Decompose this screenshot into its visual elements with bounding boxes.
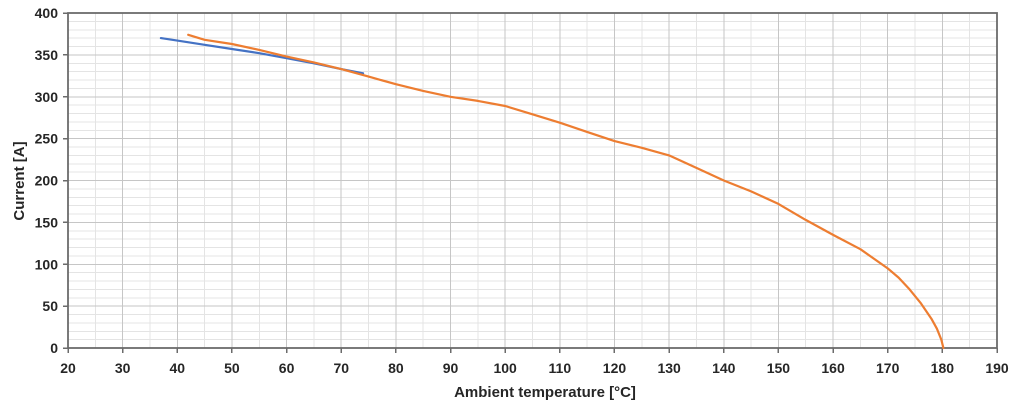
x-tick-label: 110 xyxy=(549,360,572,376)
x-tick-label: 50 xyxy=(224,360,240,376)
y-axis-tick-labels: 0 50 100 150 200 250 300 350 400 xyxy=(35,5,59,356)
x-tick-label: 70 xyxy=(333,360,349,376)
x-tick-label: 190 xyxy=(985,360,1009,376)
x-tick-label: 170 xyxy=(876,360,900,376)
y-tick-label: 50 xyxy=(42,298,58,314)
y-tick-label: 0 xyxy=(50,340,58,356)
x-tick-label: 130 xyxy=(657,360,681,376)
y-tick-label: 200 xyxy=(35,173,59,189)
y-tick-label: 350 xyxy=(35,47,59,63)
x-tick-label: 100 xyxy=(493,360,517,376)
y-tick-label: 150 xyxy=(35,214,59,230)
x-tick-label: 60 xyxy=(279,360,295,376)
x-tick-label: 40 xyxy=(170,360,186,376)
series-lines xyxy=(159,33,945,350)
x-tick-label: 140 xyxy=(712,360,736,376)
y-tick-label: 400 xyxy=(35,5,59,21)
x-tick-label: 150 xyxy=(767,360,791,376)
x-tick-label: 20 xyxy=(60,360,76,376)
x-axis-title: Ambient temperature [°C] xyxy=(454,384,636,401)
x-tick-label: 30 xyxy=(115,360,131,376)
y-axis-tick-marks xyxy=(63,12,68,349)
x-axis-tick-labels: 20 30 40 50 60 70 80 90 100 110 120 130 140 150 160 170… xyxy=(60,360,1009,376)
x-tick-label: 120 xyxy=(603,360,627,376)
y-tick-label: 250 xyxy=(35,131,59,147)
y-axis-title: Current [A] xyxy=(11,141,28,220)
x-tick-label: 80 xyxy=(388,360,404,376)
y-tick-label: 300 xyxy=(35,89,59,105)
x-axis-tick-marks xyxy=(67,348,998,353)
y-tick-label: 100 xyxy=(35,256,59,272)
curve-orange xyxy=(187,33,945,350)
x-tick-label: 160 xyxy=(821,360,845,376)
gridlines-major xyxy=(68,13,997,348)
x-tick-label: 180 xyxy=(931,360,955,376)
x-tick-label: 90 xyxy=(443,360,459,376)
